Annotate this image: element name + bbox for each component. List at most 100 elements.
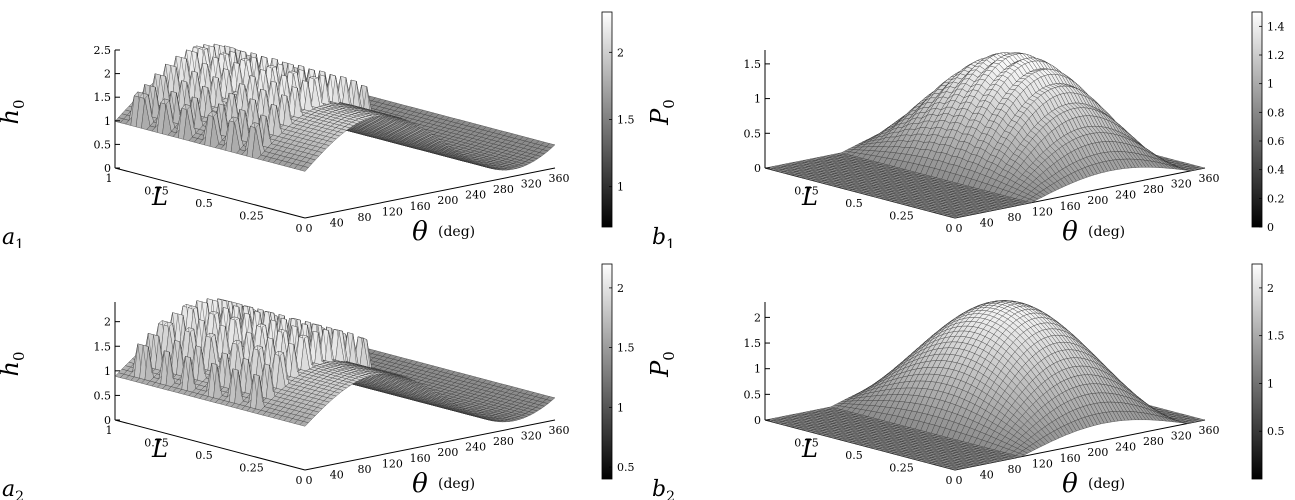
z-tick-0: 0 — [104, 414, 111, 427]
l-tick-2: 0.25 — [889, 210, 914, 223]
theta-axis-label: θ — [412, 469, 428, 499]
l-axis-label: L — [801, 183, 818, 211]
colorbar-tick-0: 0 — [1267, 221, 1274, 234]
l-tick-3: 0 — [946, 222, 953, 235]
colorbar-tick-1: 1 — [617, 401, 624, 414]
z-tick-1: 0.5 — [94, 138, 112, 151]
theta-tick-2: 80 — [358, 463, 372, 476]
theta-tick-8: 320 — [521, 430, 542, 443]
l-tick-1: 0.75 — [144, 437, 169, 450]
l-tick-3: 0 — [946, 474, 953, 487]
panel-label: a1 — [2, 225, 24, 248]
z-tick-5: 2.5 — [94, 44, 112, 57]
panel-label-sub: 1 — [15, 237, 24, 248]
theta-tick-7: 280 — [1143, 435, 1164, 448]
z-tick-0: 0 — [104, 162, 111, 175]
z-axis-label: h0 — [0, 351, 28, 376]
surface-mesh — [114, 43, 556, 172]
theta-tick-6: 240 — [1115, 441, 1136, 454]
surface-chart-a1: 00.511.522.510.750.50.250 0 40 80 120 160 200 2… — [0, 11, 635, 248]
z-tick-4: 2 — [104, 316, 111, 329]
l-axis-label: L — [151, 183, 168, 211]
z-tick-3: 1.5 — [94, 340, 112, 353]
l-tick-labels: 0.75 0.5 0.25 0 — [794, 437, 952, 488]
z-tick-4: 2 — [754, 311, 761, 324]
theta-axis-label: θ — [1062, 217, 1078, 247]
theta-tick-9: 360 — [1199, 172, 1220, 185]
l-tick-1: 0.75 — [144, 185, 169, 198]
panel-label-sub: 2 — [15, 489, 24, 500]
surface-mesh — [114, 298, 556, 427]
theta-unit: (deg) — [1088, 224, 1125, 240]
colorbar-tick-2: 1.5 — [617, 342, 635, 355]
theta-tick-3: 120 — [1032, 457, 1053, 470]
panel-b2: 0 0.5 1 1.5 2 0.75 0.5 0.25 0 0 40 80 120 160 200 240 28… — [650, 252, 1290, 500]
colorbar-tick-2: 0.4 — [1267, 164, 1285, 177]
z-tick-3: 1.5 — [94, 91, 112, 104]
z-tick-0: 0 — [754, 414, 761, 427]
z-tick-labels: 0 0.5 1 1.5 2 — [94, 316, 120, 427]
l-tick-3: 0.25 — [239, 462, 264, 475]
colorbar-tick-5: 1 — [1267, 78, 1274, 91]
theta-tick-7: 280 — [1143, 183, 1164, 196]
colorbar-gradient — [1251, 263, 1263, 480]
colorbar-tick-1: 1.5 — [617, 114, 635, 127]
z-tick-labels: 0 0.5 1 1.5 2 2.5 — [94, 44, 120, 175]
theta-unit: (deg) — [438, 476, 475, 492]
theta-tick-1: 40 — [980, 468, 994, 481]
z-tick-4: 2 — [104, 68, 111, 81]
theta-tick-0: 0 — [306, 474, 313, 487]
colorbar-tick-6: 1.2 — [1267, 49, 1285, 62]
theta-tick-4: 160 — [1060, 452, 1081, 465]
theta-tick-5: 200 — [1087, 446, 1108, 459]
panel-b1: 0 0.5 1 1.5 0.75 0.5 0.25 0 0 40 80 120 160 200 240 280… — [650, 0, 1290, 248]
l-tick-labels: 0.75 0.5 0.25 0 — [794, 185, 952, 236]
z-axis-label-sub: 0 — [10, 99, 28, 109]
colorbar-tick-2: 2 — [617, 46, 624, 59]
z-tick-1: 0.5 — [94, 389, 112, 402]
colorbar-tick-7: 1.4 — [1267, 20, 1285, 33]
z-tick-1: 0.5 — [744, 388, 762, 401]
z-axis-label-sub: 0 — [660, 99, 678, 109]
theta-tick-0: 0 — [306, 222, 313, 235]
l-tick-4: 0 — [296, 222, 303, 235]
colorbar: 0.5 1 1.5 2 — [601, 263, 635, 480]
l-axis-label: L — [151, 435, 168, 463]
theta-axis-label: θ — [1062, 469, 1078, 499]
theta-unit: (deg) — [438, 224, 475, 240]
z-axis-label: P0 — [650, 351, 678, 378]
theta-tick-7: 280 — [493, 183, 514, 196]
l-tick-0: 1 — [106, 424, 113, 437]
z-tick-1: 0.5 — [744, 127, 762, 140]
panel-label: b1 — [652, 225, 675, 248]
panel-label: b2 — [652, 477, 675, 500]
l-tick-0: 0.75 — [794, 185, 819, 198]
panel-label-sub: 2 — [666, 489, 675, 500]
panel-label: a2 — [2, 477, 24, 500]
l-tick-labels: 1 0.75 0.5 0.25 0 — [106, 424, 303, 487]
surface-mesh — [764, 300, 1206, 471]
z-tick-2: 1 — [754, 363, 761, 376]
l-tick-2: 0.5 — [195, 449, 213, 462]
surface-chart-b1: 00.511.50.750.50.250 0 40 80 120 160 200 240 280… — [650, 11, 1285, 248]
theta-tick-1: 40 — [330, 216, 344, 229]
z-tick-2: 1 — [754, 93, 761, 106]
z-tick-labels: 0 0.5 1 1.5 — [744, 58, 770, 175]
theta-tick-9: 360 — [1199, 424, 1220, 437]
surface-mesh — [764, 52, 1206, 219]
theta-tick-8: 320 — [521, 178, 542, 191]
colorbar: 0 0.2 0.4 0.6 0.8 1 1.2 1.4 — [1251, 11, 1285, 234]
colorbar-gradient — [601, 263, 613, 480]
colorbar-tick-4: 0.8 — [1267, 106, 1285, 119]
z-axis-label-sub: 0 — [660, 351, 678, 361]
colorbar-tick-3: 2 — [617, 282, 624, 295]
colorbar-tick-1: 0.2 — [1267, 192, 1285, 205]
z-tick-2: 1 — [104, 115, 111, 128]
colorbar-tick-3: 0.6 — [1267, 135, 1285, 148]
colorbar-tick-0: 1 — [617, 181, 624, 194]
panel-a1: 0 0.5 1 1.5 2 2.5 1 0.75 0.5 0.25 0 0 40 80 120 160 200 2… — [0, 0, 640, 248]
z-axis-label: P0 — [650, 99, 678, 126]
theta-tick-6: 240 — [1115, 189, 1136, 202]
z-tick-0: 0 — [754, 162, 761, 175]
axes-frame — [114, 50, 556, 219]
